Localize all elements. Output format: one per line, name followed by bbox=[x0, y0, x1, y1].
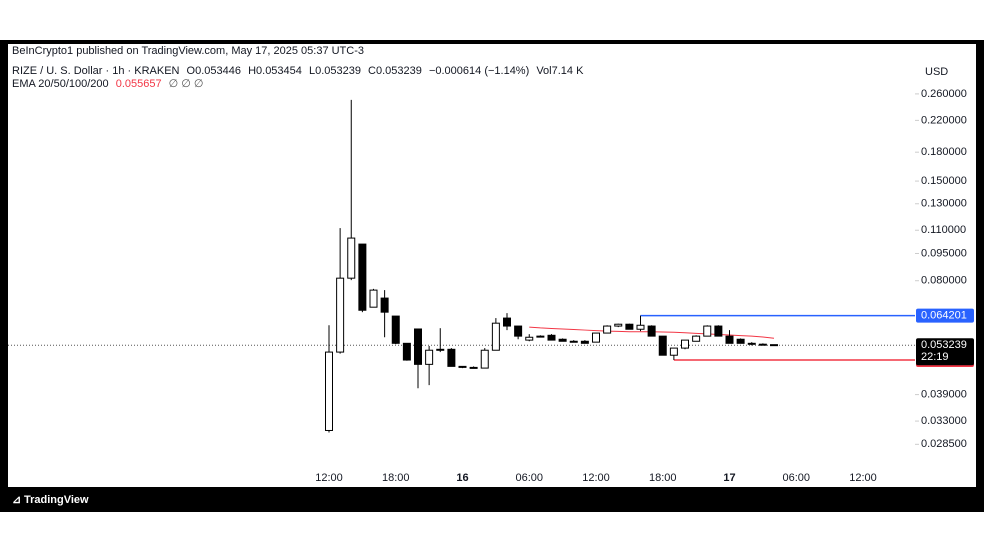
candle-body bbox=[669, 347, 678, 356]
symbol: RIZE / U. S. Dollar · 1h · KRAKEN bbox=[12, 65, 180, 77]
candle-body bbox=[525, 336, 534, 341]
candle-body bbox=[658, 335, 667, 356]
candle-body bbox=[725, 335, 734, 344]
ema-value: 0.055657 bbox=[116, 78, 162, 90]
x-tick-label: 12:00 bbox=[849, 472, 877, 484]
candle-body bbox=[458, 365, 467, 368]
y-tick-label: 0.095000 bbox=[921, 247, 967, 259]
x-tick-label: 18:00 bbox=[382, 472, 410, 484]
ohlc-letter: O bbox=[187, 65, 196, 77]
candle-body bbox=[514, 325, 523, 337]
plot: 0.260000 0.220000 0.180000 0.150000 0.130000… bbox=[8, 88, 974, 484]
candle-body bbox=[380, 297, 389, 313]
level-label-box bbox=[916, 308, 974, 323]
candle-body bbox=[436, 348, 445, 351]
ema-legend: EMA 20/50/100/200 0.055657 ∅ ∅ ∅ bbox=[12, 78, 204, 90]
ohlc-letter: L bbox=[309, 65, 315, 77]
ohlc-letter: C bbox=[368, 65, 376, 77]
x-tick-label: 06:00 bbox=[515, 472, 543, 484]
y-tick-label: 0.033000 bbox=[921, 415, 967, 427]
candle-body bbox=[736, 338, 745, 344]
candle-body bbox=[447, 348, 456, 367]
candle-body bbox=[647, 325, 656, 337]
y-tick-label: 0.180000 bbox=[921, 146, 967, 158]
publisher: BeInCrypto1 published on TradingView.com… bbox=[12, 45, 364, 57]
candle-body bbox=[391, 315, 400, 344]
y-tick-label: 0.220000 bbox=[921, 114, 967, 126]
last-price-box bbox=[916, 338, 974, 366]
candle-body bbox=[747, 342, 756, 345]
y-tick-label: 0.039000 bbox=[921, 389, 967, 401]
candle-body bbox=[770, 344, 778, 347]
volume-label: Vol bbox=[536, 65, 551, 77]
x-tick-label: 16 bbox=[456, 472, 468, 484]
y-tick-label: 0.080000 bbox=[921, 275, 967, 287]
candle-body bbox=[580, 340, 589, 344]
candle-body bbox=[714, 325, 723, 337]
ohlc-value: 0.053454 bbox=[256, 65, 302, 77]
candle-body bbox=[480, 349, 489, 369]
candle-body bbox=[425, 349, 434, 365]
candle-body bbox=[369, 289, 378, 308]
y-tick-label: 0.130000 bbox=[921, 198, 967, 210]
candle-body bbox=[592, 332, 600, 343]
x-tick-label: 12:00 bbox=[582, 472, 610, 484]
ema-disabled: ∅ ∅ ∅ bbox=[169, 78, 204, 90]
ema-name: EMA 20/50/100/200 bbox=[12, 78, 109, 90]
legend-line: RIZE / U. S. Dollar · 1h · KRAKEN O0.053… bbox=[12, 65, 584, 77]
candle-body bbox=[681, 339, 689, 349]
candle-body bbox=[402, 342, 411, 361]
x-tick-label: 12:00 bbox=[315, 472, 343, 484]
level-label: 0.064201 bbox=[921, 310, 967, 322]
candle-body bbox=[703, 325, 712, 337]
candle-body bbox=[547, 334, 556, 341]
x-tick-label: 06:00 bbox=[782, 472, 810, 484]
candle-body bbox=[414, 328, 422, 365]
canvas bbox=[8, 44, 976, 487]
candle-body bbox=[469, 366, 478, 369]
candle-body bbox=[491, 322, 500, 351]
candle-body bbox=[336, 277, 345, 353]
volume: 7.14 K bbox=[552, 65, 584, 77]
y-tick-label: 0.150000 bbox=[921, 175, 967, 187]
ohlc-value: 0.053446 bbox=[195, 65, 241, 77]
candle-body bbox=[636, 324, 645, 330]
brand: TradingView bbox=[24, 494, 89, 506]
candle-body bbox=[347, 237, 356, 279]
x-tick-label: 17 bbox=[723, 472, 735, 484]
x-tick-label: 18:00 bbox=[649, 472, 677, 484]
candle-body bbox=[503, 317, 511, 327]
candle-body bbox=[558, 338, 567, 342]
candle-body bbox=[358, 243, 367, 311]
y-tick-label: 0.260000 bbox=[921, 88, 967, 100]
candle-body bbox=[325, 351, 333, 431]
candle-body bbox=[692, 335, 701, 342]
y-tick-label: 0.110000 bbox=[921, 224, 966, 236]
countdown: 22:19 bbox=[921, 351, 949, 363]
last-price-label: 0.053239 bbox=[921, 339, 967, 351]
candle-body bbox=[569, 340, 578, 343]
candle-body bbox=[536, 335, 545, 338]
change: −0.000614 (−1.14%) bbox=[429, 65, 529, 77]
candle-body bbox=[614, 323, 623, 327]
ohlc-letter: H bbox=[248, 65, 256, 77]
logo: ⊿ bbox=[12, 494, 21, 506]
ohlc-value: 0.053239 bbox=[376, 65, 422, 77]
candle-body bbox=[758, 343, 767, 346]
currency: USD bbox=[925, 66, 948, 78]
y-tick-label: 0.028500 bbox=[921, 438, 967, 450]
candle-body bbox=[625, 323, 634, 330]
candle-body bbox=[603, 325, 612, 334]
ohlc-value: 0.053239 bbox=[315, 65, 361, 77]
